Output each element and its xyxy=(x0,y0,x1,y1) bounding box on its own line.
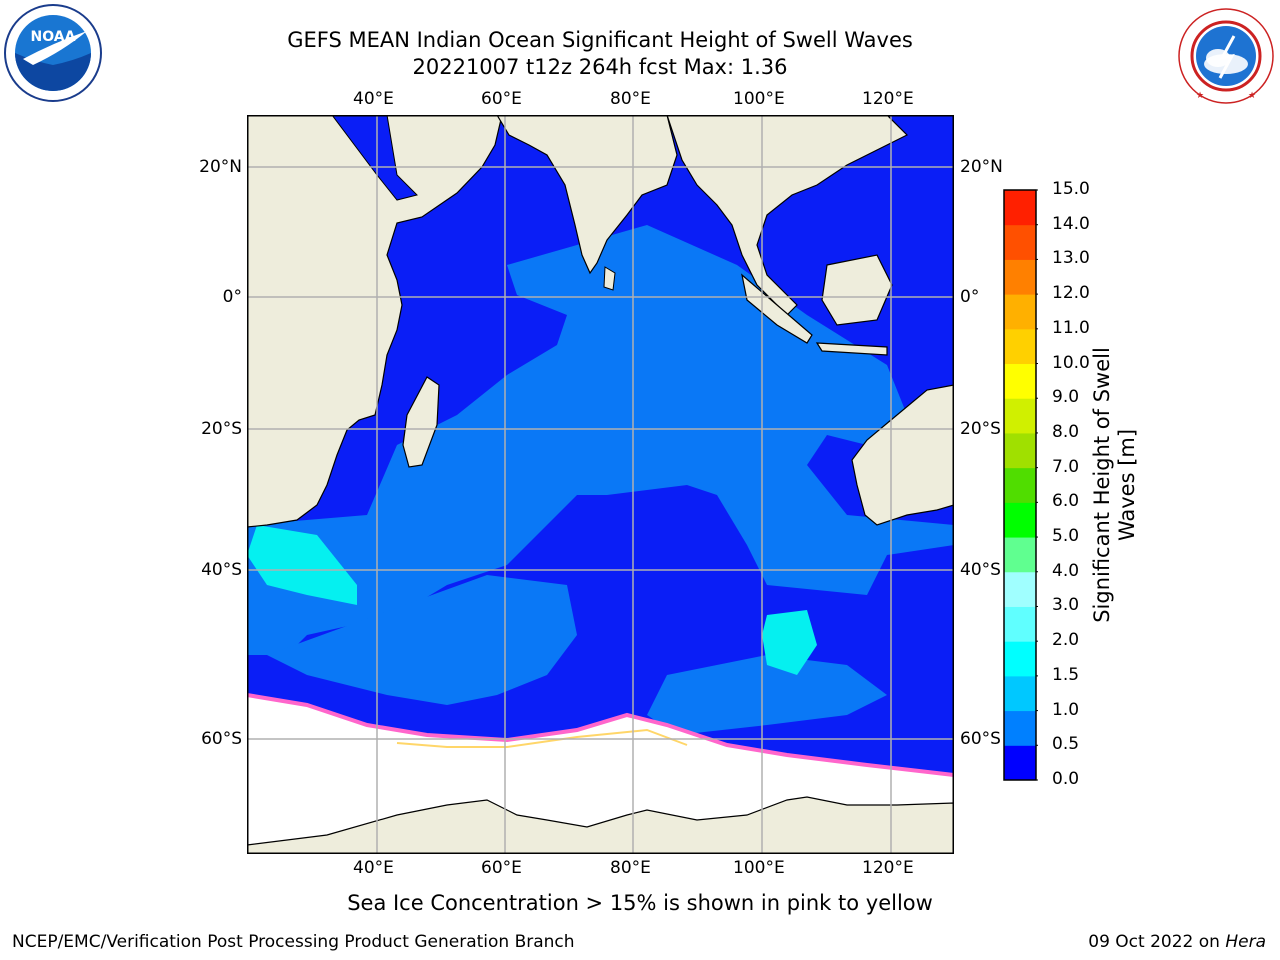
chart-title-line2: 20221007 t12z 264h fcst Max: 1.36 xyxy=(412,55,788,79)
ocean-high-patch-2 xyxy=(762,610,817,675)
colorbar-segment xyxy=(1004,710,1036,746)
colorbar-segment xyxy=(1004,675,1036,712)
colorbar-tick-label: 10.0 xyxy=(1052,352,1090,373)
land-antarctica xyxy=(247,796,954,854)
colorbar-segment xyxy=(1004,571,1036,607)
colorbar-tick-label: 15.0 xyxy=(1052,179,1090,199)
colorbar-segment xyxy=(1004,537,1036,573)
chart-title-line1: GEFS MEAN Indian Ocean Significant Heigh… xyxy=(287,28,913,52)
lat-label-left-20s: 20°S xyxy=(201,419,242,439)
footer-date: 09 Oct 2022 on Hera xyxy=(1088,932,1266,952)
ocean-mid-region-2 xyxy=(267,575,577,705)
gridlines xyxy=(247,115,954,854)
colorbar-tick-label: 1.5 xyxy=(1052,664,1080,685)
land-java xyxy=(815,342,888,356)
colorbar-segment xyxy=(1004,745,1036,781)
footer-machine: Hera xyxy=(1225,932,1266,952)
lon-label-bottom-40e: 40°E xyxy=(353,858,394,878)
lat-label-left-40s: 40°S xyxy=(201,560,242,580)
colorbar-segment xyxy=(1004,606,1036,642)
land-australia xyxy=(851,384,954,526)
colorbar-tick-label: 7.0 xyxy=(1052,456,1080,477)
colorbar-tick-label: 5.0 xyxy=(1052,526,1080,547)
land-borneo xyxy=(821,254,893,326)
land-india xyxy=(496,115,678,275)
colorbar-tick-label: 0.5 xyxy=(1052,734,1080,755)
colorbar-segment xyxy=(1004,398,1036,434)
lat-label-right-20s: 20°S xyxy=(960,419,1001,439)
colorbar-segment xyxy=(1004,224,1036,260)
sea-ice-edge xyxy=(247,693,954,777)
colorbar-frame xyxy=(1003,189,1037,781)
lat-label-left-0: 0° xyxy=(222,287,242,307)
noaa-logo-text: NOAA xyxy=(31,29,76,45)
ocean-mid-region xyxy=(247,225,954,655)
ocean-high-patch-1 xyxy=(247,525,357,605)
lon-label-bottom-100e: 100°E xyxy=(733,858,785,878)
land-africa-arabia xyxy=(247,115,503,528)
colorbar-tick-label: 1.0 xyxy=(1052,699,1080,720)
map-frame xyxy=(247,115,954,854)
lat-label-left-60s: 60°S xyxy=(201,729,242,749)
land-sumatra xyxy=(741,273,813,344)
colorbar-segment xyxy=(1004,294,1036,330)
colorbar-segment xyxy=(1004,502,1036,538)
lon-label-bottom-80e: 80°E xyxy=(610,858,651,878)
lon-label-bottom-120e: 120°E xyxy=(862,858,914,878)
indian-ocean-map xyxy=(247,115,954,854)
colorbar-tick-label: 2.0 xyxy=(1052,630,1080,651)
colorbar-tick-label: 6.0 xyxy=(1052,491,1080,512)
sea-ice-edge-yellow xyxy=(396,728,688,748)
colorbar-title-line1: Significant Height of Swell xyxy=(1090,347,1114,623)
lat-label-left-20n: 20°N xyxy=(199,157,242,177)
colorbar-tick-label: 11.0 xyxy=(1052,317,1090,338)
lat-label-right-60s: 60°S xyxy=(960,729,1001,749)
noaa-logo: NOAA xyxy=(4,4,102,102)
colorbar-segment xyxy=(1004,259,1036,295)
lon-label-top-120e: 120°E xyxy=(862,89,914,109)
lon-label-top-80e: 80°E xyxy=(610,89,651,109)
ocean-mid-region-3 xyxy=(647,655,887,735)
colorbar-tick-label: 9.0 xyxy=(1052,387,1080,408)
footer-branch: NCEP/EMC/Verification Post Processing Pr… xyxy=(12,932,575,952)
nws-star-2: ★ xyxy=(1248,91,1256,101)
colorbar-segment xyxy=(1004,467,1036,503)
lon-label-top-60e: 60°E xyxy=(481,89,522,109)
nws-logo: ★ ★ xyxy=(1178,8,1274,104)
lat-label-right-0: 0° xyxy=(960,287,980,307)
sea-ice-caption: Sea Ice Concentration > 15% is shown in … xyxy=(347,891,933,915)
colorbar-segment xyxy=(1004,190,1036,226)
colorbar-tick-label: 12.0 xyxy=(1052,283,1090,304)
colorbar-tick-label: 3.0 xyxy=(1052,595,1080,616)
lon-label-top-100e: 100°E xyxy=(733,89,785,109)
land-sri-lanka xyxy=(603,266,616,291)
colorbar-tick-label: 0.0 xyxy=(1052,769,1080,789)
colorbar xyxy=(1003,189,1038,781)
lon-label-top-40e: 40°E xyxy=(353,89,394,109)
lat-label-right-40s: 40°S xyxy=(960,560,1001,580)
colorbar-segment xyxy=(1004,432,1036,469)
colorbar-tick-label: 8.0 xyxy=(1052,421,1080,442)
colorbar-segment xyxy=(1004,641,1036,677)
colorbar-segment xyxy=(1004,363,1036,399)
colorbar-tick-label: 4.0 xyxy=(1052,560,1080,581)
lat-label-right-20n: 20°N xyxy=(960,157,1003,177)
land-southeast-asia xyxy=(666,115,909,316)
colorbar-tick-label: 13.0 xyxy=(1052,248,1090,269)
colorbar-tick-label: 14.0 xyxy=(1052,213,1090,234)
nws-star-1: ★ xyxy=(1196,91,1204,101)
land-madagascar xyxy=(402,376,440,468)
lon-label-bottom-60e: 60°E xyxy=(481,858,522,878)
colorbar-title-line2: Waves [m] xyxy=(1115,428,1139,542)
footer-date-text: 09 Oct 2022 on xyxy=(1088,932,1226,952)
colorbar-segment xyxy=(1004,328,1036,365)
